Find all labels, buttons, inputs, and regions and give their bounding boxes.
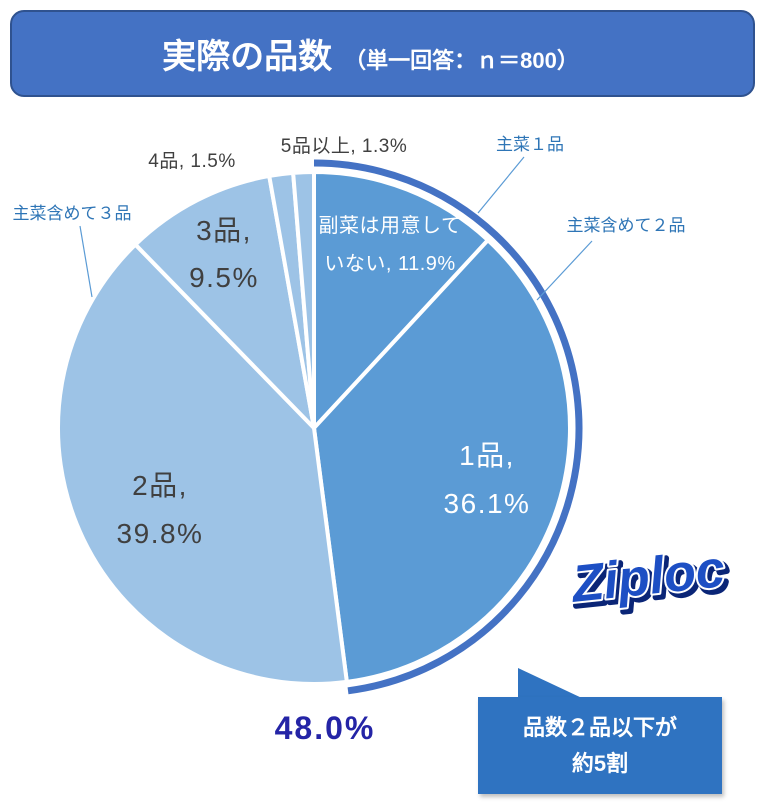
pie-slice-no-side-dish [312, 170, 490, 430]
data-label-4-items: 4品, 1.5% [148, 151, 235, 172]
callout-pointer [518, 668, 584, 699]
annotation-main-2-items: 主菜含めて２品 [567, 216, 686, 235]
pie-slice-3-items [133, 173, 316, 430]
page-subtitle: （単一回答：ｎ＝800） [344, 48, 579, 73]
callout-line-2: 約5割 [571, 750, 629, 776]
pie-slice-2-items [56, 242, 349, 686]
data-label-1-item: 1品, 36.1% [444, 440, 531, 519]
pie-slice-1-item [312, 238, 572, 684]
title-row: 実際の品数 （単一回答：ｎ＝800） [162, 29, 603, 78]
data-label-line: 3品, [196, 215, 252, 246]
data-label-5-plus-items: 5品以上, 1.3% [281, 135, 407, 157]
highlight-value-label: 48.0% [275, 710, 376, 746]
data-label-no-side-dish: 副菜は用意していない, 11.9% [319, 214, 462, 275]
data-label-line: 4品, 1.5% [148, 151, 235, 172]
page-title: 実際の品数 [162, 38, 333, 76]
pie-slice-5-plus-items [291, 169, 316, 430]
title-banner: 実際の品数 （単一回答：ｎ＝800） [10, 10, 755, 97]
highlight-arc [313, 159, 583, 695]
data-label-line: 2品, [132, 470, 188, 501]
callout-box: 品数２品以下が 約5割 [478, 697, 722, 794]
leader-line-main-3-items [79, 225, 93, 298]
data-label-line: 9.5% [189, 262, 259, 293]
ziploc-logo: Ziploc Ziploc [565, 538, 734, 621]
data-label-line: 1品, [459, 440, 515, 471]
data-label-line: 5品以上, 1.3% [281, 135, 407, 157]
leader-line-main-2-items [536, 240, 593, 301]
data-label-line: 副菜は用意して [319, 214, 462, 237]
leader-line-main-1-item [477, 156, 525, 214]
data-label-line: 39.8% [117, 518, 204, 549]
data-label-line: いない, 11.9% [324, 253, 455, 275]
pie-slices [56, 169, 572, 686]
data-label-line: 36.1% [444, 488, 531, 519]
data-label-3-items: 3品, 9.5% [189, 215, 259, 293]
annotation-main-3-items: 主菜含めて３品 [13, 204, 132, 223]
annotation-main-1-item: 主菜１品 [496, 135, 564, 154]
data-label-2-items: 2品, 39.8% [117, 470, 204, 549]
callout-line-1: 品数２品以下が [522, 714, 677, 740]
data-labels: 副菜は用意していない, 11.9% 1品, 36.1% 2品, 39.8% 3品, 9.5%… [117, 135, 531, 549]
